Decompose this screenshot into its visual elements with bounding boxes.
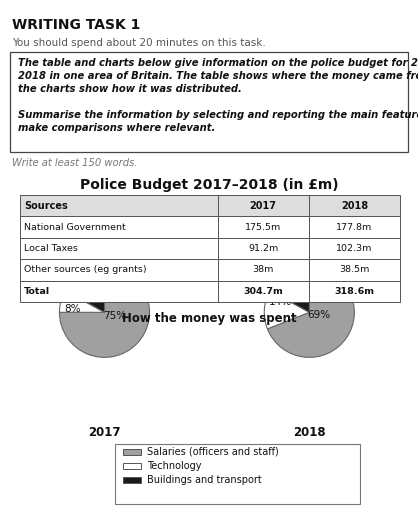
Text: 304.7m: 304.7m [243, 287, 283, 296]
Wedge shape [270, 267, 309, 312]
Text: Total: Total [24, 287, 50, 296]
Text: 14%: 14% [268, 297, 292, 307]
Text: 2018: 2018 [293, 426, 326, 439]
Text: 91.2m: 91.2m [248, 244, 278, 253]
Text: Technology: Technology [147, 461, 201, 471]
Text: 175.5m: 175.5m [245, 223, 281, 231]
Text: WRITING TASK 1: WRITING TASK 1 [12, 18, 140, 32]
Text: 2017: 2017 [88, 426, 121, 439]
Text: Sources: Sources [24, 201, 68, 211]
Text: 17%: 17% [91, 276, 114, 287]
Text: Other sources (eg grants): Other sources (eg grants) [24, 265, 147, 274]
Wedge shape [264, 291, 309, 329]
Text: 17%: 17% [296, 276, 319, 287]
Wedge shape [65, 267, 104, 312]
Text: 2017: 2017 [250, 201, 277, 211]
Text: Salaries (officers and staff): Salaries (officers and staff) [147, 447, 279, 457]
Text: 38m: 38m [252, 265, 274, 274]
Wedge shape [268, 267, 354, 357]
Text: 75%: 75% [103, 311, 126, 321]
Text: Buildings and transport: Buildings and transport [147, 475, 262, 485]
Text: You should spend about 20 minutes on this task.: You should spend about 20 minutes on thi… [12, 38, 266, 48]
Text: The table and charts below give information on the police budget for 2017 and: The table and charts below give informat… [18, 58, 418, 68]
Text: 2018 in one area of Britain. The table shows where the money came from and: 2018 in one area of Britain. The table s… [18, 71, 418, 81]
Text: 318.6m: 318.6m [334, 287, 375, 296]
Text: the charts show how it was distributed.: the charts show how it was distributed. [18, 84, 242, 94]
Text: 38.5m: 38.5m [339, 265, 370, 274]
Text: Local Taxes: Local Taxes [24, 244, 78, 253]
Text: 177.8m: 177.8m [336, 223, 372, 231]
Text: Police Budget 2017–2018 (in £m): Police Budget 2017–2018 (in £m) [80, 178, 338, 192]
Wedge shape [59, 291, 104, 312]
Text: make comparisons where relevant.: make comparisons where relevant. [18, 123, 215, 133]
Text: How the money was spent: How the money was spent [122, 312, 296, 325]
Text: 102.3m: 102.3m [336, 244, 372, 253]
Text: 8%: 8% [64, 304, 80, 314]
Text: National Government: National Government [24, 223, 126, 231]
Text: Write at least 150 words.: Write at least 150 words. [12, 158, 138, 168]
Wedge shape [59, 267, 150, 357]
Text: Summarise the information by selecting and reporting the main features, and: Summarise the information by selecting a… [18, 110, 418, 120]
Text: 2018: 2018 [341, 201, 368, 211]
Text: 69%: 69% [308, 310, 331, 319]
